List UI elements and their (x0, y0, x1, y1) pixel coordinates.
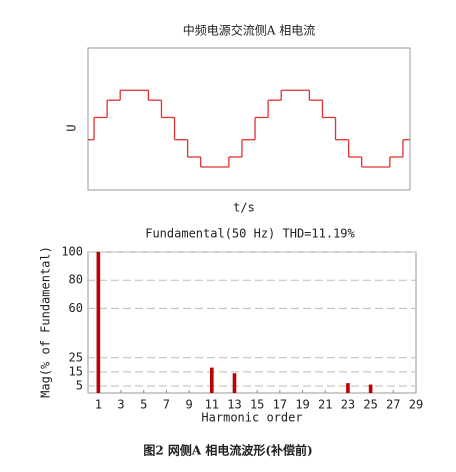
x-tick-label: 1 (95, 398, 102, 412)
y-tick-label: 60 (69, 301, 83, 315)
x-tick-label: 19 (295, 398, 309, 412)
y-tick-label: 15 (69, 364, 83, 378)
bar (96, 252, 101, 393)
x-tick-label: 17 (273, 398, 287, 412)
y-tick-label: 80 (69, 273, 83, 287)
plot-frame (87, 251, 417, 394)
x-tick-label: 23 (341, 398, 355, 412)
y-axis-label: Mag(% of Fundamental) (39, 246, 53, 398)
y-tick-label: 25 (69, 350, 83, 364)
x-tick-label: 11 (205, 398, 219, 412)
x-axis-label: t/s (233, 201, 255, 215)
x-tick-label: 15 (250, 398, 264, 412)
x-tick-label: 29 (409, 398, 423, 412)
plot-frame (87, 47, 411, 191)
chart-title: Fundamental(50 Hz) THD=11.19% (145, 227, 355, 241)
y-tick-label: 5 (76, 378, 83, 392)
y-tick-label: 100 (61, 245, 83, 259)
caption: 图2 网侧A 相电流波形(补偿前) (143, 443, 312, 458)
x-tick-label: 21 (318, 398, 332, 412)
x-tick-label: 3 (117, 398, 124, 412)
bar (346, 383, 350, 393)
bar (209, 367, 214, 393)
x-axis-label: Harmonic order (201, 411, 302, 425)
x-tick-label: 25 (363, 398, 377, 412)
y-axis-label: U (65, 124, 79, 131)
bar (368, 384, 373, 393)
x-tick-label: 27 (386, 398, 400, 412)
x-tick-label: 5 (140, 398, 147, 412)
x-tick-label: 7 (163, 398, 170, 412)
x-tick-label: 9 (185, 398, 192, 412)
bar (232, 373, 237, 393)
x-tick-label: 13 (227, 398, 241, 412)
chart-title: 中频电源交流侧A 相电流 (183, 23, 315, 38)
